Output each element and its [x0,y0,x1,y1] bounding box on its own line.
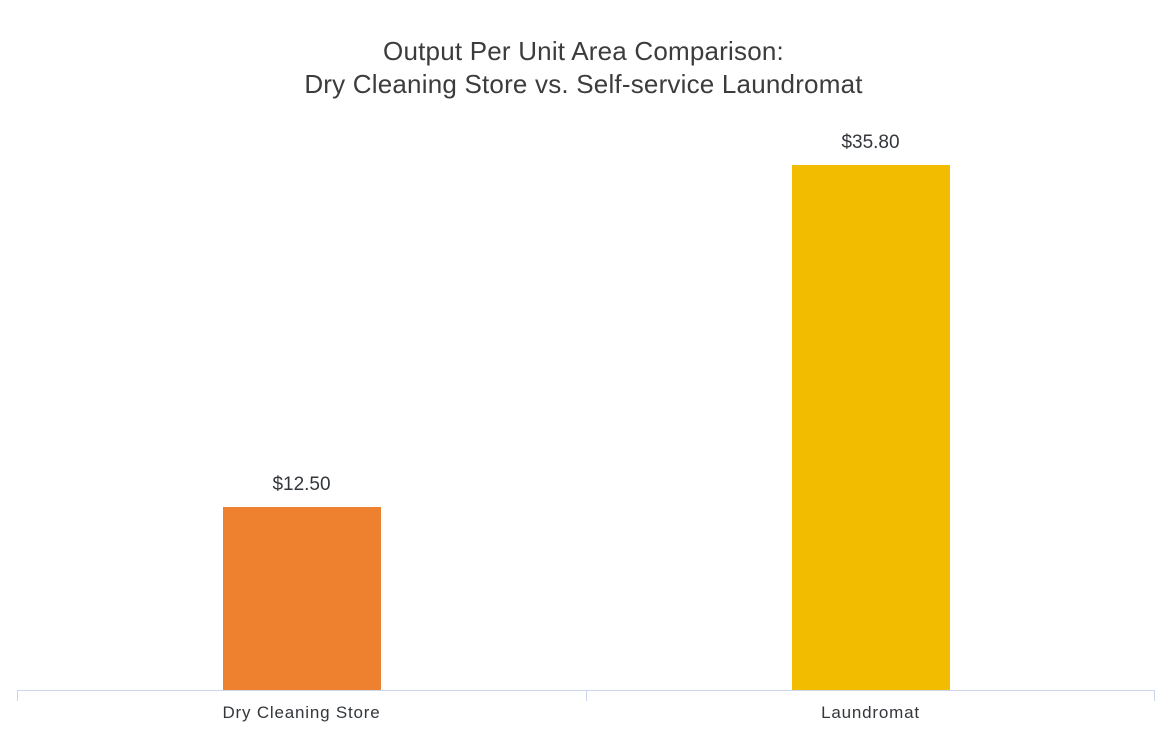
x-axis-tick-left [17,691,18,701]
chart-title: Output Per Unit Area Comparison: Dry Cle… [0,35,1167,101]
x-axis-label-laundromat: Laundromat [821,703,920,722]
x-axis-label-dry-cleaning-store: Dry Cleaning Store [222,703,381,722]
bar-group-dry-cleaning-store: $12.50 [222,132,381,691]
chart-title-line2: Dry Cleaning Store vs. Self-service Laun… [304,69,863,99]
chart-title-line1: Output Per Unit Area Comparison: [383,36,784,66]
x-axis-tick-middle [586,691,587,701]
x-axis-tick-right [1154,691,1155,701]
bar-laundromat [791,165,950,691]
value-label-dry-cleaning-store: $12.50 [272,474,331,496]
plot-area: $12.50 $35.80 Dry Cleaning Store Laundro… [17,132,1155,722]
x-axis-line [17,690,1155,701]
bar-group-laundromat: $35.80 [791,132,950,691]
value-label-laundromat: $35.80 [841,132,900,153]
bar-dry-cleaning-store [222,507,381,691]
